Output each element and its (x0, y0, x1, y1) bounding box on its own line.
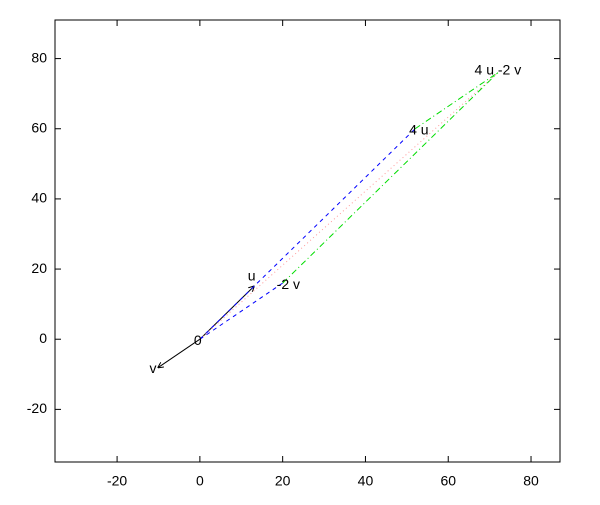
x-tick-label: 80 (523, 473, 539, 489)
y-tick-label: -20 (27, 400, 47, 416)
vector-segment (199, 282, 283, 340)
vector-segment (199, 72, 499, 340)
point-label: 4 u (409, 121, 428, 137)
vector-segment (158, 338, 201, 367)
x-tick-label: 40 (358, 473, 374, 489)
y-tick-label: 80 (31, 49, 47, 65)
point-label: u (248, 267, 256, 283)
vector-segment (282, 72, 499, 284)
x-tick-label: 0 (196, 473, 204, 489)
vector-segment (414, 72, 499, 130)
x-tick-label: -20 (107, 473, 127, 489)
vector-segment (199, 287, 254, 340)
y-tick-label: 40 (31, 190, 47, 206)
x-tick-label: 60 (440, 473, 456, 489)
plot-border (54, 19, 561, 463)
y-tick-label: 0 (39, 330, 47, 346)
point-label: 0 (194, 332, 202, 348)
y-tick-label: 20 (31, 260, 47, 276)
vector-segment (199, 128, 416, 340)
point-label: -2 v (277, 276, 300, 292)
x-tick-label: 20 (275, 473, 291, 489)
point-label: 4 u -2 v (475, 61, 522, 77)
point-label: v (149, 360, 156, 376)
y-tick-label: 60 (31, 119, 47, 135)
